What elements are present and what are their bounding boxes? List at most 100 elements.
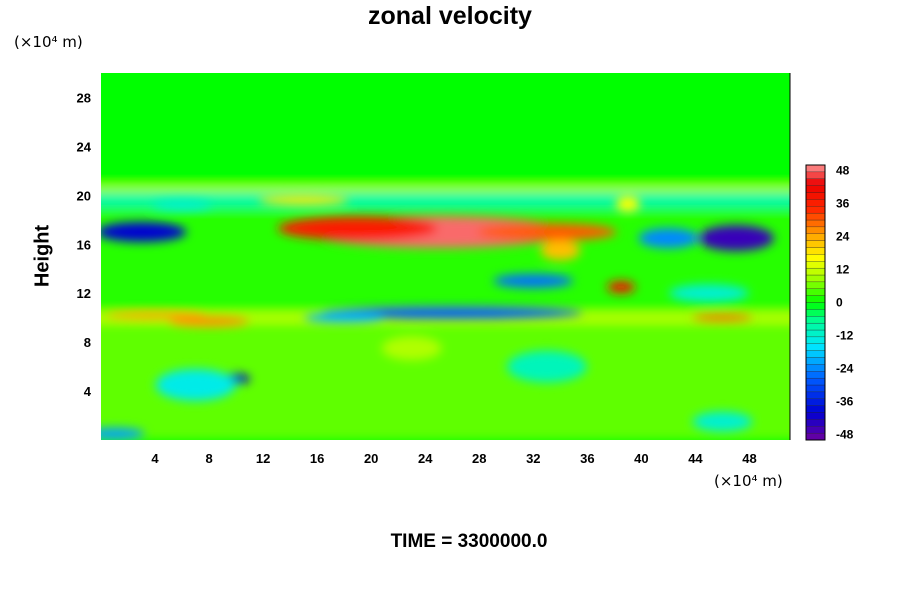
- colorbar-swatch: [805, 329, 826, 338]
- colorbar-swatch: [805, 322, 826, 331]
- x-axis-ticks: 4 8 12 16 20 24 28 32 36 40 44 48: [151, 451, 756, 466]
- y-tick-label: 16: [77, 237, 91, 252]
- heatmap-feature: [697, 225, 774, 252]
- y-axis-ticks: 4 8 12 16 20 24 28: [77, 90, 92, 399]
- y-tick-label: 20: [77, 188, 91, 203]
- heatmap-feature: [638, 228, 699, 249]
- heatmap-feature: [304, 312, 385, 323]
- colorbar-frame: [805, 164, 826, 441]
- time-value: 3300000.0: [457, 531, 548, 552]
- heatmap-feature: [506, 350, 587, 383]
- colorbar-swatch: [805, 219, 826, 228]
- x-tick-label: 16: [310, 451, 324, 466]
- heatmap-feature: [258, 195, 349, 206]
- colorbar-swatch: [805, 432, 826, 441]
- colorbar-tick-label: -24: [836, 362, 854, 376]
- colorbar-ticks: 48 36 24 12 0 -12 -24 -36 -48: [836, 164, 854, 442]
- colorbar-swatch: [805, 254, 826, 262]
- time-label: TIME =: [390, 531, 453, 552]
- colorbar-swatch: [805, 206, 826, 214]
- y-tick-label: 28: [77, 90, 91, 105]
- colorbar-swatch: [805, 398, 826, 406]
- colorbar-tick-label: 24: [836, 230, 850, 244]
- heatmap-feature: [381, 336, 442, 361]
- x-tick-label: 24: [418, 451, 433, 466]
- x-tick-label: 28: [472, 451, 486, 466]
- heatmap-band: [101, 185, 790, 192]
- x-tick-label: 32: [526, 451, 540, 466]
- colorbar-tick-label: 0: [836, 296, 843, 310]
- colorbar-swatch: [805, 164, 826, 173]
- heatmap-feature: [493, 273, 574, 288]
- heatmap-feature: [169, 316, 250, 327]
- colorbar-swatch: [805, 350, 826, 358]
- colorbar-swatch: [805, 316, 826, 324]
- colorbar-swatch: [805, 247, 826, 255]
- heatmap-feature: [155, 368, 236, 401]
- colorbar-swatch: [805, 281, 826, 289]
- colorbar-swatch: [805, 309, 826, 317]
- colorbar-swatch: [805, 391, 826, 399]
- y-tick-label: 8: [84, 335, 91, 350]
- x-tick-label: 20: [364, 451, 378, 466]
- x-tick-label: 12: [256, 451, 270, 466]
- heatmap-feature: [101, 222, 187, 243]
- heatmap-feature: [322, 306, 583, 319]
- colorbar-swatch: [805, 240, 826, 248]
- colorbar-swatch: [805, 295, 826, 303]
- colorbar-swatch: [805, 267, 826, 276]
- heatmap-bands: [101, 73, 790, 440]
- x-tick-label: 36: [580, 451, 594, 466]
- heatmap-blobs: [101, 195, 774, 440]
- colorbar-swatch: [805, 343, 826, 351]
- x-tick-label: 48: [742, 451, 756, 466]
- time-caption: TIME = 3300000.0: [0, 531, 900, 553]
- colorbar-tick-label: 12: [836, 263, 850, 277]
- colorbar-tick-label: -48: [836, 428, 854, 442]
- heatmap-feature: [476, 223, 617, 242]
- colorbar-swatch: [805, 178, 826, 186]
- heatmap-feature: [607, 281, 636, 294]
- x-tick-label: 44: [688, 451, 703, 466]
- x-tick-label: 8: [205, 451, 212, 466]
- heatmap-feature: [277, 216, 438, 241]
- colorbar-swatch: [805, 426, 826, 434]
- x-axis-unit: (×10⁴ m): [714, 472, 783, 490]
- colorbar-swatch: [805, 185, 826, 193]
- colorbar-swatch: [805, 384, 826, 393]
- colorbar: [805, 164, 826, 441]
- colorbar-tick-label: 48: [836, 164, 850, 178]
- heatmap-feature: [105, 311, 206, 320]
- colorbar-tick-label: 36: [836, 197, 850, 211]
- heatmap-band: [101, 73, 790, 186]
- chart-title: zonal velocity: [368, 2, 532, 30]
- colorbar-swatch: [805, 302, 826, 310]
- heatmap-feature: [540, 240, 581, 261]
- heatmap-feature: [615, 195, 640, 212]
- heatmap-feature: [692, 314, 753, 321]
- colorbar-swatch: [805, 192, 826, 200]
- colorbar-swatch: [805, 199, 826, 207]
- heatmap-feature: [101, 427, 145, 440]
- colorbar-swatch: [805, 233, 826, 241]
- heatmap-feature: [668, 284, 749, 303]
- colorbar-swatch: [805, 364, 826, 372]
- x-tick-label: 40: [634, 451, 648, 466]
- colorbar-swatch: [805, 377, 826, 386]
- colorbar-swatch: [805, 226, 826, 234]
- colorbar-tick-label: -36: [836, 395, 854, 409]
- y-tick-label: 12: [77, 286, 91, 301]
- heatmap-area: [101, 73, 790, 440]
- x-tick-label: 4: [151, 451, 159, 466]
- colorbar-swatch: [805, 405, 826, 413]
- heatmap-feature: [152, 200, 213, 211]
- colorbar-swatch: [805, 274, 826, 283]
- colorbar-tick-label: -12: [836, 329, 854, 343]
- colorbar-swatch: [805, 212, 826, 221]
- y-tick-label: 24: [77, 139, 92, 154]
- y-axis-label: Height: [31, 224, 54, 288]
- colorbar-swatch: [805, 419, 826, 427]
- colorbar-swatch: [805, 336, 826, 344]
- colorbar-swatch: [805, 357, 826, 365]
